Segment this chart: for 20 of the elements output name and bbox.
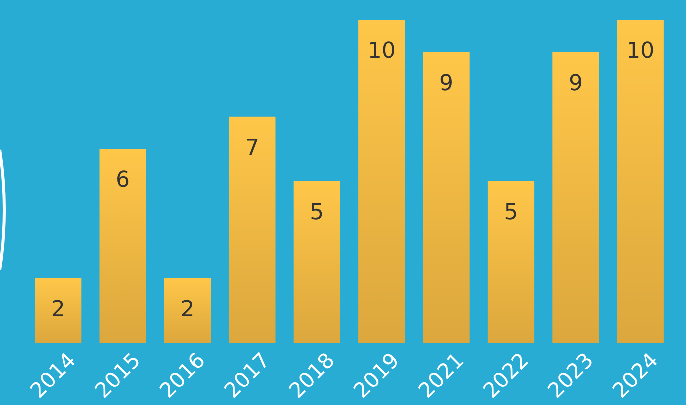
bar [552, 52, 600, 343]
data-label: 5 [504, 200, 518, 226]
data-label: 10 [626, 39, 655, 64]
data-label: 6 [116, 168, 130, 194]
bar [229, 116, 276, 343]
bar [617, 20, 664, 343]
data-label: 5 [310, 200, 324, 226]
data-label: 7 [245, 136, 260, 161]
data-label: 9 [440, 71, 454, 96]
bar [35, 278, 82, 343]
data-label: 9 [568, 71, 583, 96]
bar [358, 20, 406, 343]
bar [294, 182, 340, 343]
bar [164, 278, 212, 343]
data-label: 10 [368, 39, 396, 64]
bar [488, 182, 535, 343]
bar [423, 52, 470, 343]
data-label: 2 [51, 297, 66, 322]
data-label: 2 [180, 297, 195, 322]
bar [100, 149, 146, 343]
